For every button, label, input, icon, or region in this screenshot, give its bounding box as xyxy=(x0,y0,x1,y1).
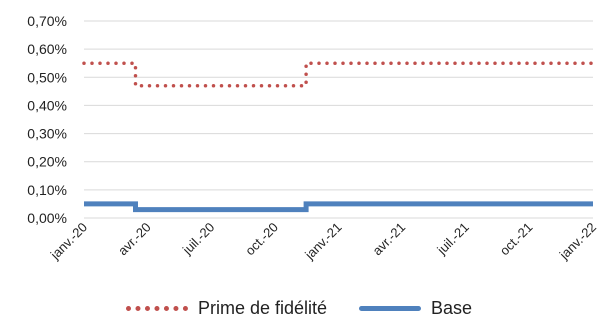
legend-label-prime: Prime de fidélité xyxy=(197,297,328,318)
y-tick-label: 0,30% xyxy=(27,126,67,142)
x-tick-label: avr.-21 xyxy=(370,220,409,259)
y-tick-label: 0,00% xyxy=(27,210,67,226)
y-tick-label: 0,60% xyxy=(27,41,67,57)
y-tick-label: 0,40% xyxy=(27,97,67,113)
x-tick-label: oct.-21 xyxy=(497,220,536,259)
series-line-base xyxy=(84,201,593,213)
series-line-prime xyxy=(82,61,595,88)
legend-swatch-prime xyxy=(125,305,188,311)
legend-item-base: Base xyxy=(359,298,472,319)
x-tick-label: oct.-20 xyxy=(242,220,281,259)
x-tick-label: janv.-22 xyxy=(556,220,598,263)
series-lines xyxy=(82,61,595,213)
gridlines xyxy=(84,20,593,219)
x-tick-label: juil.-20 xyxy=(179,220,217,258)
y-axis-ticks: 0,00% 0,10% 0,20% 0,30% 0,40% 0,50% 0,60% 0,70% xyxy=(27,13,67,226)
x-tick-label: janv.-21 xyxy=(301,220,344,263)
y-tick-label: 0,70% xyxy=(27,13,67,29)
line-chart: 0,00% 0,10% 0,20% 0,30% 0,40% 0,50% 0,60% 0,70%… xyxy=(27,13,598,263)
legend-swatch-base xyxy=(359,305,422,311)
x-tick-label: juil.-21 xyxy=(433,220,471,258)
legend-item-prime: Prime de fidélité xyxy=(125,297,328,319)
y-tick-label: 0,20% xyxy=(27,154,67,170)
x-axis-ticks: janv.-20 avr.-20 juil.-20 oct.-20 janv.-21 av… xyxy=(47,220,598,263)
x-tick-label: janv.-20 xyxy=(47,220,90,263)
legend-label-base: Base xyxy=(431,297,473,318)
y-tick-label: 0,10% xyxy=(27,182,67,198)
legend: Prime de fidélité Base xyxy=(0,296,598,320)
x-tick-label: avr.-20 xyxy=(115,220,154,259)
y-tick-label: 0,50% xyxy=(27,69,67,85)
